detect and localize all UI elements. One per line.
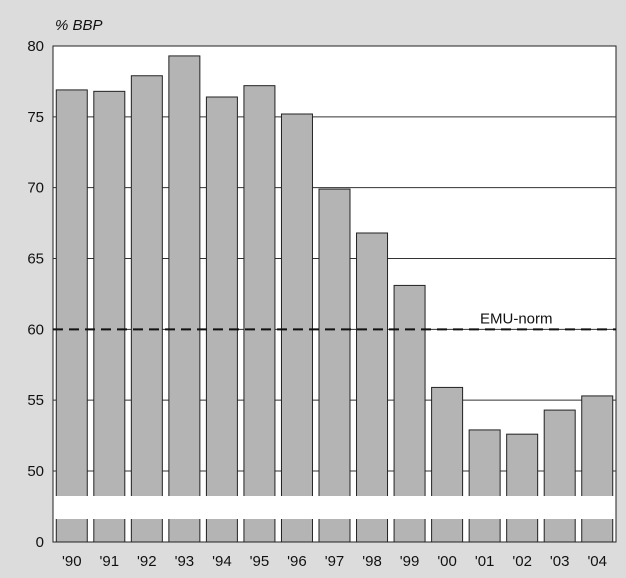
y-tick-label: 60 <box>27 321 44 338</box>
x-tick-label: '94 <box>212 553 232 570</box>
y-tick-label: 50 <box>27 463 44 480</box>
x-tick-label: '92 <box>137 553 157 570</box>
x-tick-label: '91 <box>100 553 120 570</box>
bar <box>318 188 351 543</box>
x-tick-label: '95 <box>250 553 270 570</box>
x-tick-label: '03 <box>550 553 570 570</box>
x-tick-label: '99 <box>400 553 420 570</box>
bar <box>581 395 614 543</box>
bar <box>168 55 201 543</box>
y-axis-ticks: 80 75 70 65 60 55 50 0 <box>27 38 44 551</box>
unit-label: % BBP <box>55 17 103 34</box>
emu-norm-label: EMU-norm <box>480 310 553 327</box>
bar <box>280 113 313 543</box>
bar <box>55 89 88 543</box>
y-tick-label: 75 <box>27 109 44 126</box>
y-tick-label: 80 <box>27 38 44 55</box>
bar <box>205 96 238 543</box>
x-tick-label: '98 <box>362 553 382 570</box>
y-tick-label: 55 <box>27 392 44 409</box>
x-tick-label: '02 <box>512 553 532 570</box>
x-axis-ticks: '90 '91 '92 '93 '94 '95 '96 '97 '98 '99 '00 '01 '02 '… <box>62 553 607 570</box>
bar <box>543 409 576 543</box>
x-tick-label: '01 <box>475 553 495 570</box>
y-tick-label: 0 <box>36 534 44 551</box>
x-tick-label: '96 <box>287 553 307 570</box>
x-tick-label: '04 <box>587 553 607 570</box>
bars <box>55 55 614 543</box>
x-tick-label: '00 <box>437 553 457 570</box>
bar <box>468 429 501 543</box>
bar <box>356 232 389 543</box>
bar <box>93 90 126 543</box>
bar <box>506 433 539 543</box>
y-tick-label: 65 <box>27 251 44 268</box>
y-tick-label: 70 <box>27 180 44 197</box>
x-tick-label: '97 <box>325 553 345 570</box>
axis-break-band <box>54 496 615 519</box>
bar <box>243 85 276 543</box>
x-tick-label: '90 <box>62 553 82 570</box>
bar <box>130 75 163 543</box>
x-tick-label: '93 <box>175 553 195 570</box>
